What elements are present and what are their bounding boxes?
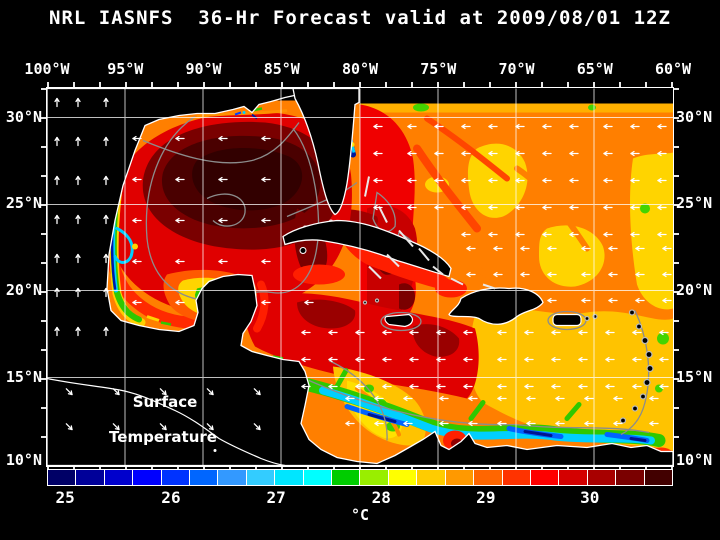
jamaica-landmass [384, 313, 414, 328]
colorbar-segment-6 [217, 469, 247, 486]
colorbar-segment-21 [643, 469, 673, 486]
colorbar-tick-26: 26 [161, 488, 181, 507]
colorbar-tick-27: 27 [266, 488, 286, 507]
colorbar-segment-0 [47, 469, 77, 486]
colorbar-tick-30: 30 [580, 488, 600, 507]
florida-landmass [292, 88, 360, 216]
lat-label-right-10: 10°N [676, 451, 713, 469]
lat-label-right-30: 30°N [676, 108, 713, 126]
colorbar-segment-15 [473, 469, 503, 486]
colorbar-unit: °C [350, 506, 370, 524]
colorbar-segment-11 [359, 469, 389, 486]
lat-label-right-15: 15°N [676, 368, 713, 386]
map-label-surface: Surface [132, 393, 198, 411]
sst-map [47, 88, 673, 466]
lon-label-70: 70°W [498, 60, 535, 78]
axis-ticks-top [47, 82, 674, 87]
colorbar-segment-12 [387, 469, 418, 486]
colorbar-segment-10 [331, 469, 361, 486]
lat-label-left-25: 25°N [5, 194, 42, 212]
lat-label-left-20: 20°N [5, 281, 42, 299]
cuba-landmass [282, 219, 452, 278]
puerto-rico-landmass [552, 313, 582, 327]
lon-label-60: 60°W [654, 60, 692, 78]
colorbar-segment-3 [132, 469, 162, 486]
lon-label-65: 65°W [576, 60, 613, 78]
colorbar-segment-5 [189, 469, 219, 486]
lat-label-right-25: 25°N [676, 194, 713, 212]
colorbar-segment-9 [302, 469, 333, 486]
map-frame: Surface Temperature [46, 87, 674, 467]
hispaniola-landmass [448, 287, 544, 325]
colorbar-segment-13 [416, 469, 446, 486]
lon-label-75: 75°W [420, 60, 457, 78]
lon-label-100: 100°W [24, 60, 70, 78]
axis-ticks-bottom [47, 466, 674, 470]
lon-label-85: 85°W [263, 60, 300, 78]
colorbar-segment-18 [558, 469, 588, 486]
axis-ticks-right [674, 88, 679, 465]
pacific-coastline [47, 377, 286, 466]
colorbar-segment-1 [75, 469, 105, 486]
colorbar-segment-4 [160, 469, 191, 486]
lat-label-right-20: 20°N [676, 281, 713, 299]
chart-title: NRL IASNFS 36-Hr Forecast valid at 2009/… [49, 7, 671, 29]
bahamas-islands [364, 176, 496, 290]
colorbar-segment-8 [274, 469, 304, 486]
axis-ticks-left [41, 88, 46, 465]
lon-label-90: 90°W [185, 60, 222, 78]
colorbar-segment-14 [444, 469, 475, 486]
colorbar-segment-19 [586, 469, 617, 486]
colorbar-tick-25: 25 [55, 488, 75, 507]
colorbar-segment-20 [615, 469, 645, 486]
colorbar-segment-2 [103, 469, 134, 486]
lon-label-80: 80°W [341, 60, 379, 78]
colorbar-segment-7 [245, 469, 276, 486]
map-label-temperature: Temperature [109, 428, 217, 446]
lat-label-left-30: 30°N [5, 108, 42, 126]
colorbar-tick-28: 28 [371, 488, 391, 507]
colorbar-segment-16 [501, 469, 531, 486]
lat-label-left-15: 15°N [5, 368, 42, 386]
lon-label-95: 95°W [107, 60, 144, 78]
lesser-antilles-islands [362, 298, 654, 424]
colorbar [47, 469, 673, 486]
graticule [47, 88, 673, 466]
lat-label-left-10: 10°N [5, 451, 42, 469]
colorbar-tick-29: 29 [476, 488, 496, 507]
colorbar-segment-17 [529, 469, 560, 486]
